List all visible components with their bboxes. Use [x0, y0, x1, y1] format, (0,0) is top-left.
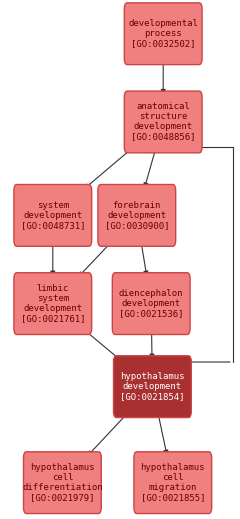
Text: forebrain
development
[GO:0030900]: forebrain development [GO:0030900]	[105, 201, 169, 230]
FancyBboxPatch shape	[124, 3, 202, 65]
FancyBboxPatch shape	[14, 273, 92, 335]
FancyBboxPatch shape	[24, 452, 101, 514]
FancyBboxPatch shape	[134, 452, 212, 514]
Text: developmental
process
[GO:0032502]: developmental process [GO:0032502]	[128, 19, 198, 48]
FancyBboxPatch shape	[112, 273, 190, 335]
FancyBboxPatch shape	[14, 185, 92, 247]
FancyBboxPatch shape	[124, 91, 202, 153]
Text: system
development
[GO:0048731]: system development [GO:0048731]	[21, 201, 85, 230]
Text: diencephalon
development
[GO:0021536]: diencephalon development [GO:0021536]	[119, 289, 183, 318]
Text: limbic
system
development
[GO:0021761]: limbic system development [GO:0021761]	[21, 284, 85, 323]
FancyBboxPatch shape	[114, 356, 191, 417]
Text: hypothalamus
cell
migration
[GO:0021855]: hypothalamus cell migration [GO:0021855]	[141, 463, 205, 502]
Text: anatomical
structure
development
[GO:0048856]: anatomical structure development [GO:004…	[131, 102, 195, 142]
FancyBboxPatch shape	[98, 185, 176, 247]
Text: hypothalamus
cell
differentiation
[GO:0021979]: hypothalamus cell differentiation [GO:00…	[22, 463, 103, 502]
Text: hypothalamus
development
[GO:0021854]: hypothalamus development [GO:0021854]	[120, 372, 185, 401]
